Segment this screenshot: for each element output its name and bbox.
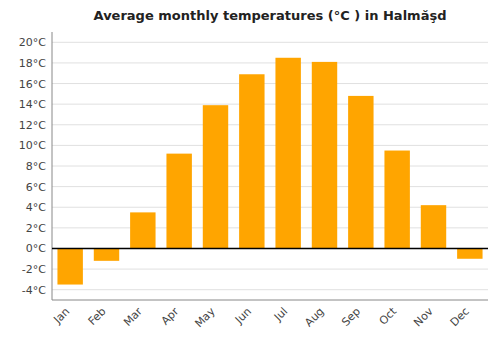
zero-line bbox=[52, 248, 488, 250]
grid-line bbox=[52, 124, 488, 125]
y-tick-label: 6°C bbox=[26, 181, 46, 194]
grid-line bbox=[52, 166, 488, 167]
y-tick-label: 10°C bbox=[19, 139, 46, 152]
bars bbox=[57, 58, 482, 285]
grid-line bbox=[52, 145, 488, 146]
y-tick-label: 4°C bbox=[26, 201, 46, 214]
x-tick-label: Sep bbox=[339, 305, 363, 329]
grid-line bbox=[52, 62, 488, 63]
y-axis-line bbox=[52, 32, 53, 300]
grid-line bbox=[52, 248, 488, 249]
y-tick-label: 0°C bbox=[26, 242, 46, 255]
bar bbox=[203, 105, 228, 248]
y-tick-label: -4°C bbox=[22, 284, 46, 297]
bar bbox=[94, 248, 119, 260]
x-tick-label: Nov bbox=[411, 305, 436, 330]
chart: Average monthly temperatures (°C ) in Ha… bbox=[0, 0, 500, 350]
title: Average monthly temperatures (°C ) in Ha… bbox=[94, 8, 447, 23]
x-axis-line bbox=[52, 300, 488, 301]
bar bbox=[57, 248, 82, 284]
bar bbox=[130, 212, 155, 248]
y-tick-label: 16°C bbox=[19, 78, 46, 91]
x-tick-label: Apr bbox=[159, 305, 182, 328]
y-tick-label: -2°C bbox=[22, 263, 46, 276]
grid-line bbox=[52, 289, 488, 290]
x-tick-label: Jul bbox=[271, 305, 290, 324]
grid-line bbox=[52, 186, 488, 187]
grid-line bbox=[52, 42, 488, 43]
y-tick-label: 12°C bbox=[19, 119, 46, 132]
bar bbox=[457, 248, 482, 258]
grid-line bbox=[52, 83, 488, 84]
y-tick-label: 18°C bbox=[19, 57, 46, 70]
y-tick-label: 2°C bbox=[26, 222, 46, 235]
x-tick-label: Feb bbox=[86, 305, 109, 328]
x-tick-label: Oct bbox=[377, 304, 400, 327]
x-tick-label: May bbox=[192, 305, 218, 331]
x-tick-label: Mar bbox=[121, 305, 145, 329]
grid bbox=[52, 42, 488, 289]
x-tick-label: Dec bbox=[448, 305, 472, 329]
bar bbox=[166, 154, 191, 249]
y-tick-label: 20°C bbox=[19, 36, 46, 49]
grid-line bbox=[52, 104, 488, 105]
bar bbox=[384, 151, 409, 249]
x-tick-label: Jan bbox=[50, 305, 72, 327]
bar bbox=[239, 74, 264, 248]
bar bbox=[275, 58, 300, 249]
bar bbox=[312, 62, 337, 249]
x-tick-label: Jun bbox=[232, 305, 254, 327]
x-tick-label: Aug bbox=[302, 305, 326, 329]
grid-line bbox=[52, 269, 488, 270]
y-tick-label: 14°C bbox=[19, 98, 46, 111]
bar bbox=[421, 205, 446, 248]
y-tick-label: 8°C bbox=[26, 160, 46, 173]
bar bbox=[348, 96, 373, 249]
